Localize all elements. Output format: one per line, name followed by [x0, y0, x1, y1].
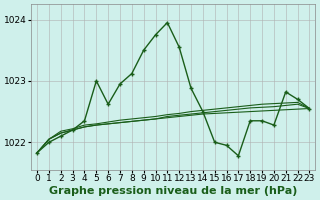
X-axis label: Graphe pression niveau de la mer (hPa): Graphe pression niveau de la mer (hPa) — [49, 186, 298, 196]
